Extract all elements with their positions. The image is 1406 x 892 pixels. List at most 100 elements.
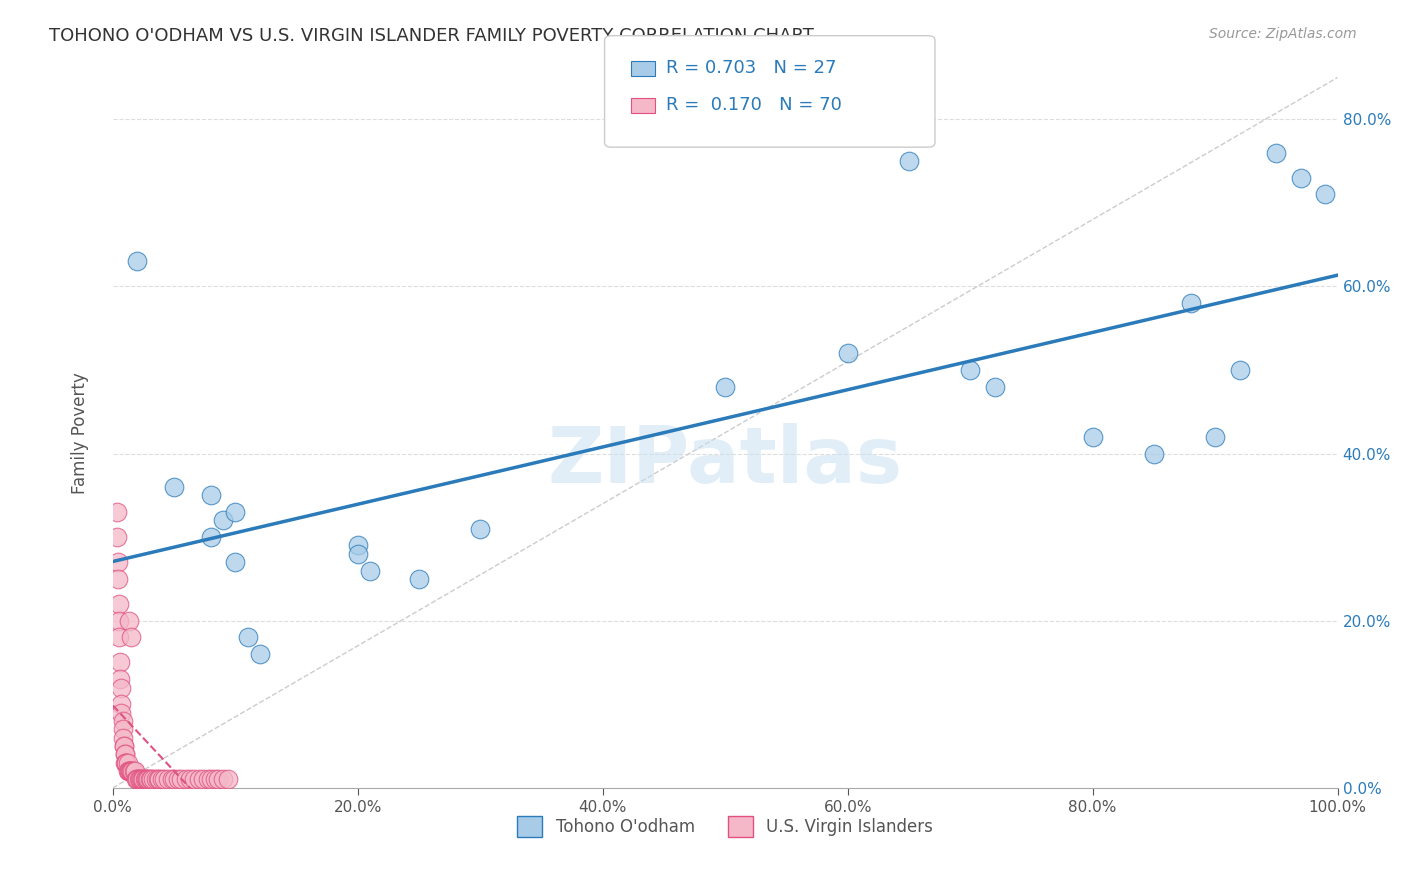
Point	[110, 698, 132, 712]
Text: R = 0.703   N = 27: R = 0.703 N = 27	[666, 59, 837, 77]
Point	[236, 631, 259, 645]
Point	[1204, 430, 1226, 444]
Point	[346, 547, 368, 561]
Point	[120, 631, 142, 645]
Point	[983, 379, 1005, 393]
Point	[117, 764, 139, 778]
Point	[127, 772, 149, 787]
Point	[170, 772, 193, 787]
Point	[129, 772, 152, 787]
Point	[125, 772, 148, 787]
Point	[197, 772, 219, 787]
Point	[105, 505, 128, 519]
Point	[114, 747, 136, 762]
Point	[156, 772, 179, 787]
Point	[1265, 145, 1288, 160]
Point	[1289, 170, 1312, 185]
Point	[111, 731, 134, 745]
Point	[114, 756, 136, 770]
Point	[408, 572, 430, 586]
Legend: Tohono O'odham, U.S. Virgin Islanders: Tohono O'odham, U.S. Virgin Islanders	[510, 810, 941, 844]
Point	[108, 597, 131, 611]
Point	[136, 772, 159, 787]
Point	[1315, 187, 1337, 202]
Point	[127, 254, 149, 268]
Point	[117, 756, 139, 770]
Point	[118, 614, 141, 628]
Point	[112, 739, 135, 753]
Point	[124, 764, 146, 778]
Point	[163, 480, 186, 494]
Point	[138, 772, 160, 787]
Point	[128, 772, 150, 787]
Point	[187, 772, 209, 787]
Point	[120, 764, 142, 778]
Point	[108, 656, 131, 670]
Point	[139, 772, 162, 787]
Point	[127, 772, 149, 787]
Point	[346, 539, 368, 553]
Point	[134, 772, 156, 787]
Point	[193, 772, 215, 787]
Point	[212, 513, 235, 527]
Point	[163, 772, 186, 787]
Point	[470, 522, 492, 536]
Point	[217, 772, 239, 787]
Point	[897, 154, 920, 169]
Point	[105, 530, 128, 544]
Point	[224, 555, 246, 569]
Point	[135, 772, 157, 787]
Text: TOHONO O'ODHAM VS U.S. VIRGIN ISLANDER FAMILY POVERTY CORRELATION CHART: TOHONO O'ODHAM VS U.S. VIRGIN ISLANDER F…	[49, 27, 814, 45]
Point	[249, 647, 271, 661]
Point	[108, 614, 131, 628]
Text: R =  0.170   N = 70: R = 0.170 N = 70	[666, 96, 842, 114]
Point	[176, 772, 198, 787]
Point	[212, 772, 235, 787]
Point	[148, 772, 170, 787]
Point	[224, 505, 246, 519]
Point	[118, 764, 141, 778]
Point	[118, 764, 141, 778]
Point	[160, 772, 183, 787]
Point	[145, 772, 167, 787]
Point	[714, 379, 737, 393]
Point	[108, 672, 131, 686]
Text: ZIPatlas: ZIPatlas	[548, 423, 903, 499]
Point	[107, 572, 129, 586]
Point	[108, 631, 131, 645]
Point	[200, 488, 222, 502]
Point	[166, 772, 188, 787]
Point	[1143, 446, 1166, 460]
Point	[359, 564, 381, 578]
Point	[200, 772, 222, 787]
Point	[111, 723, 134, 737]
Text: Source: ZipAtlas.com: Source: ZipAtlas.com	[1209, 27, 1357, 41]
Point	[128, 772, 150, 787]
Point	[837, 346, 859, 360]
Point	[118, 764, 141, 778]
Point	[1229, 363, 1251, 377]
Point	[146, 772, 169, 787]
Point	[204, 772, 226, 787]
Point	[120, 764, 142, 778]
Point	[142, 772, 165, 787]
Point	[110, 681, 132, 695]
Point	[179, 772, 201, 787]
Y-axis label: Family Poverty: Family Poverty	[72, 372, 89, 493]
Point	[115, 756, 138, 770]
Point	[150, 772, 173, 787]
Point	[110, 706, 132, 720]
Point	[1180, 296, 1202, 310]
Point	[107, 555, 129, 569]
Point	[115, 756, 138, 770]
Point	[114, 747, 136, 762]
Point	[122, 764, 145, 778]
Point	[183, 772, 205, 787]
Point	[121, 764, 143, 778]
Point	[200, 530, 222, 544]
Point	[207, 772, 229, 787]
Point	[112, 739, 135, 753]
Point	[153, 772, 176, 787]
Point	[1081, 430, 1104, 444]
Point	[959, 363, 981, 377]
